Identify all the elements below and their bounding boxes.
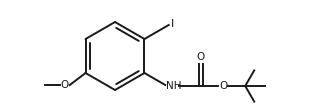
Text: O: O [196, 52, 205, 62]
Text: O: O [219, 81, 227, 91]
Text: NH: NH [166, 81, 182, 91]
Text: O: O [61, 80, 69, 90]
Text: I: I [171, 19, 174, 29]
